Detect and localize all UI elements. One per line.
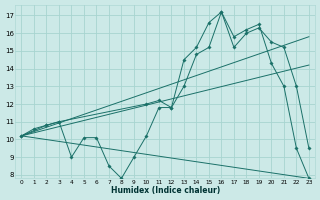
X-axis label: Humidex (Indice chaleur): Humidex (Indice chaleur) bbox=[111, 186, 220, 195]
